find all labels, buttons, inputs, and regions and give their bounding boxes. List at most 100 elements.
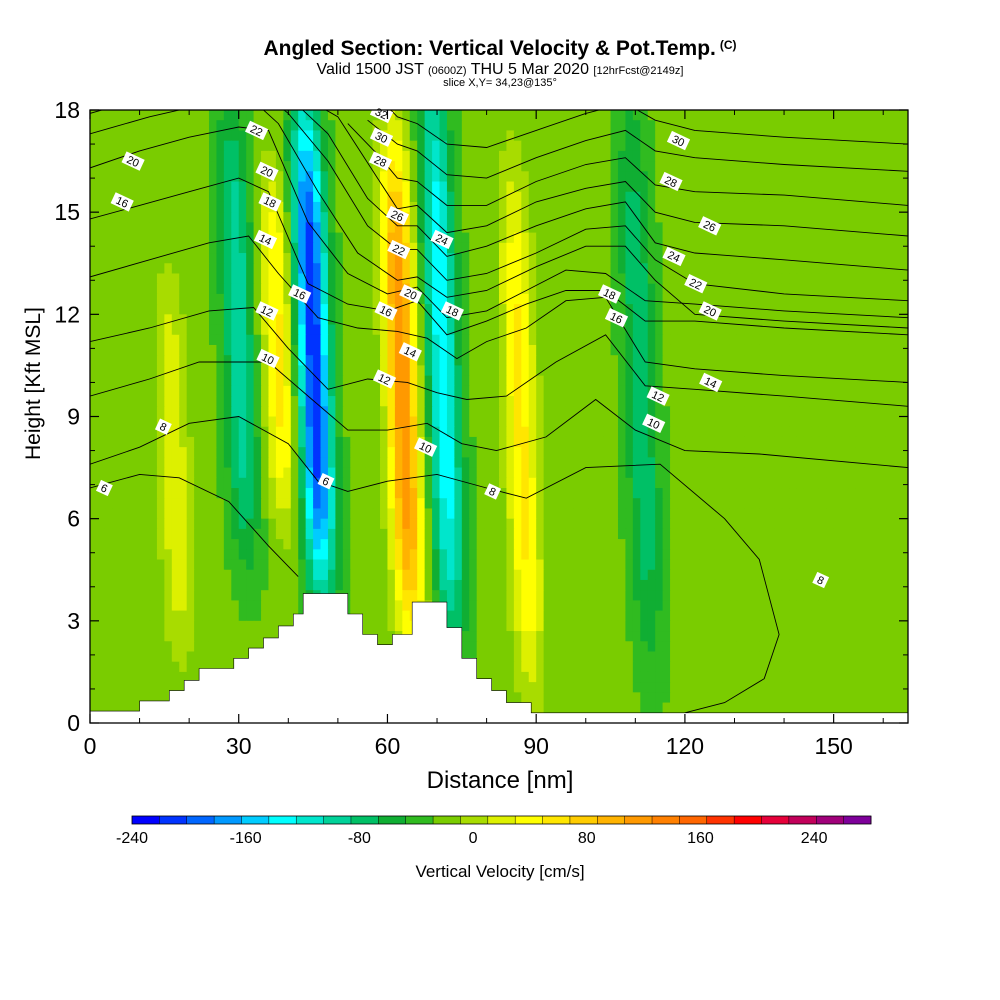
velocity-cell	[119, 426, 128, 438]
velocity-cell	[826, 314, 835, 326]
velocity-cell	[826, 324, 835, 336]
velocity-cell	[789, 365, 798, 377]
velocity-cell	[424, 498, 433, 510]
velocity-cell	[357, 324, 366, 336]
velocity-cell	[751, 375, 760, 387]
velocity-cell	[699, 293, 708, 305]
velocity-cell	[97, 528, 106, 540]
velocity-cell	[320, 222, 329, 234]
velocity-cell	[112, 334, 121, 346]
velocity-cell	[565, 498, 574, 510]
velocity-cell	[558, 293, 567, 305]
velocity-cell	[499, 365, 508, 377]
velocity-cell	[223, 334, 232, 346]
velocity-cell	[744, 201, 753, 213]
velocity-cell	[171, 467, 180, 479]
velocity-cell	[878, 498, 887, 510]
velocity-cell	[714, 528, 723, 540]
velocity-cell	[610, 365, 619, 377]
velocity-cell	[469, 396, 478, 407]
velocity-cell	[283, 488, 292, 499]
velocity-cell	[506, 130, 515, 142]
velocity-cell	[588, 222, 597, 234]
velocity-cell	[543, 406, 552, 418]
velocity-cell	[774, 426, 783, 438]
velocity-cell	[305, 406, 314, 418]
velocity-cell	[595, 334, 604, 346]
velocity-cell	[878, 528, 887, 540]
velocity-cell	[335, 355, 344, 367]
velocity-cell	[558, 436, 567, 448]
velocity-cell	[491, 150, 500, 162]
velocity-cell	[647, 528, 656, 540]
velocity-cell	[766, 426, 775, 438]
velocity-cell	[543, 477, 552, 489]
velocity-cell	[848, 314, 857, 326]
velocity-cell	[275, 396, 284, 407]
velocity-cell	[194, 528, 203, 540]
velocity-cell	[313, 201, 322, 213]
velocity-cell	[127, 539, 136, 550]
velocity-cell	[684, 477, 693, 489]
velocity-cell	[119, 457, 128, 469]
velocity-cell	[789, 457, 798, 469]
velocity-cell	[684, 212, 693, 223]
velocity-cell	[499, 293, 508, 305]
velocity-cell	[565, 457, 574, 469]
velocity-cell	[424, 375, 433, 387]
velocity-cell	[194, 283, 203, 295]
velocity-cell	[104, 528, 113, 540]
velocity-cell	[90, 314, 99, 326]
velocity-cell	[156, 518, 165, 530]
velocity-cell	[751, 273, 760, 285]
velocity-cell	[655, 406, 664, 418]
velocity-cell	[305, 528, 314, 540]
velocity-cell	[789, 396, 798, 407]
velocity-cell	[870, 436, 879, 448]
velocity-cell	[134, 518, 143, 530]
velocity-cell	[127, 110, 136, 121]
velocity-cell	[595, 447, 604, 458]
velocity-cell	[454, 222, 463, 234]
velocity-cell	[603, 344, 612, 356]
velocity-cell	[736, 375, 745, 387]
velocity-cell	[855, 508, 864, 520]
velocity-cell	[164, 396, 173, 407]
velocity-cell	[811, 304, 820, 315]
velocity-cell	[409, 253, 418, 264]
velocity-cell	[290, 110, 299, 121]
velocity-cell	[803, 477, 812, 489]
velocity-cell	[603, 130, 612, 142]
velocity-cell	[387, 518, 396, 530]
velocity-cell	[186, 232, 195, 244]
velocity-cell	[380, 498, 389, 510]
velocity-cell	[149, 447, 158, 458]
velocity-cell	[223, 549, 232, 561]
velocity-cell	[127, 253, 136, 264]
velocity-cell	[833, 518, 842, 530]
velocity-cell	[112, 518, 121, 530]
velocity-cell	[216, 569, 225, 581]
velocity-cell	[394, 283, 403, 295]
velocity-cell	[900, 528, 908, 540]
velocity-cell	[216, 110, 225, 121]
velocity-cell	[97, 396, 106, 407]
velocity-cell	[283, 518, 292, 530]
velocity-cell	[142, 232, 151, 244]
velocity-cell	[610, 549, 619, 561]
velocity-cell	[722, 457, 731, 469]
velocity-cell	[238, 324, 247, 336]
velocity-cell	[313, 569, 322, 581]
velocity-cell	[625, 232, 634, 244]
velocity-cell	[97, 242, 106, 254]
velocity-cell	[290, 416, 299, 428]
velocity-cell	[432, 304, 441, 315]
velocity-cell	[469, 406, 478, 418]
velocity-cell	[201, 426, 210, 438]
velocity-cell	[394, 263, 403, 275]
velocity-cell	[491, 263, 500, 275]
velocity-cell	[238, 110, 247, 121]
velocity-cell	[380, 355, 389, 367]
velocity-cell	[484, 528, 493, 540]
velocity-cell	[603, 334, 612, 346]
